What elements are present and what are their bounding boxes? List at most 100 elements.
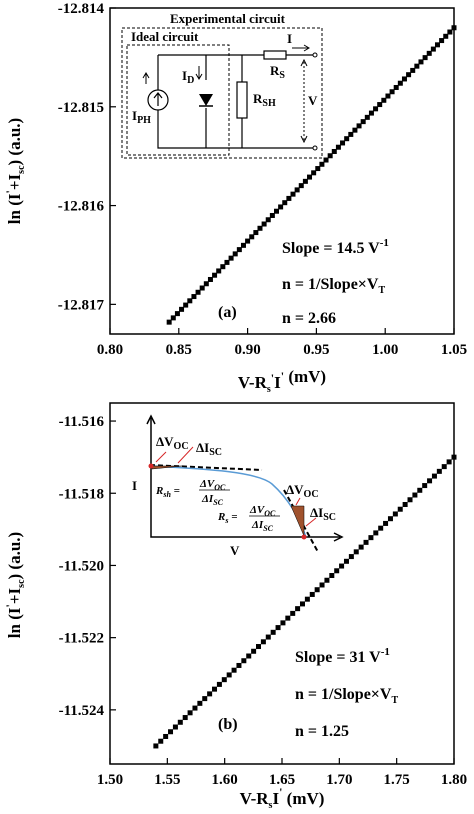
data-point [353, 549, 359, 555]
data-point [387, 516, 393, 522]
panel-a-x-ticks: 0.80 0.85 0.90 0.95 1.00 1.05 [97, 328, 467, 358]
data-point [153, 743, 159, 749]
y-tick-label: -12.814 [58, 1, 105, 17]
data-point [163, 733, 169, 739]
data-point [251, 648, 257, 654]
data-point [418, 59, 424, 65]
data-point [236, 662, 242, 668]
data-point [414, 63, 420, 69]
data-point [407, 497, 413, 503]
rs-formula: Rs = ΔVOC ΔISC [217, 504, 280, 533]
data-point [273, 208, 279, 214]
data-point [426, 50, 432, 56]
data-point [427, 478, 433, 484]
current-label: I [287, 31, 292, 46]
data-point [360, 119, 366, 125]
data-point [422, 483, 428, 489]
data-point [451, 454, 457, 460]
data-point [401, 76, 407, 82]
panel-a-slope: Slope = 14.5 V-1 [282, 237, 389, 257]
data-point [334, 568, 340, 574]
data-point [253, 230, 259, 236]
data-point [304, 596, 310, 602]
data-point [257, 225, 263, 231]
shunt-resistor-icon [236, 81, 248, 119]
data-point [327, 153, 333, 159]
data-point [451, 25, 457, 31]
data-point [270, 629, 276, 635]
data-point [212, 272, 218, 278]
data-point [410, 67, 416, 73]
data-point [260, 639, 266, 645]
data-point [226, 672, 232, 678]
data-point [166, 319, 172, 325]
ideal-circuit-title: Ideal circuit [131, 29, 199, 44]
data-point [191, 294, 197, 300]
data-point [329, 573, 335, 579]
data-point [172, 724, 178, 730]
data-point [275, 625, 281, 631]
data-point [241, 658, 247, 664]
data-point [212, 686, 218, 692]
panel-b-y-axis-title: ln (I'+Isc) (a.u.) [3, 532, 27, 638]
data-point [378, 525, 384, 531]
y-tick-label: -11.524 [59, 703, 105, 719]
data-point [397, 506, 403, 512]
experimental-circuit-title: Experimental circuit [170, 11, 286, 26]
data-point [446, 459, 452, 465]
data-point [269, 212, 275, 218]
data-point [383, 520, 389, 526]
data-point [439, 38, 445, 44]
data-point [168, 729, 174, 735]
data-point [231, 667, 237, 673]
data-point [447, 29, 453, 35]
inset-y-arrow-icon [146, 414, 156, 425]
data-point [309, 591, 315, 597]
x-tick-label: 0.80 [97, 342, 123, 358]
inset-disc-1: ΔISC [196, 440, 222, 458]
inset-dvoc-2: ΔVOC [286, 482, 319, 500]
x-tick-label: 1.80 [441, 772, 467, 788]
panel-b-x-ticks: 1.50 1.55 1.60 1.65 1.70 1.75 1.80 [97, 758, 467, 788]
data-point [199, 285, 205, 291]
panel-b-n-formula: n = 1/Slope×VT [295, 686, 398, 706]
data-point [385, 93, 391, 99]
data-point [356, 123, 362, 129]
data-point [216, 681, 222, 687]
data-point [412, 492, 418, 498]
data-point [202, 696, 208, 702]
data-point [221, 677, 227, 683]
inset-dvoc-1: ΔVOC [156, 434, 189, 452]
data-point [335, 144, 341, 150]
data-point [373, 106, 379, 112]
panel-a-circuit-inset: Experimental circuit Ideal circuit IPH I… [121, 11, 323, 159]
iv-curve [149, 465, 307, 538]
data-point [245, 238, 251, 244]
x-tick-label: 1.65 [269, 772, 295, 788]
panel-b-x-axis-title: V-RsI' (mV) [240, 785, 325, 811]
x-tick-label: 1.60 [212, 772, 238, 788]
data-point [319, 161, 325, 167]
series-resistor-icon [263, 50, 287, 60]
diode-icon [199, 94, 213, 106]
inset-axis-i: I [132, 478, 137, 493]
data-point [187, 710, 193, 716]
v-label: V [308, 93, 318, 108]
x-tick-label: 1.50 [97, 772, 123, 788]
data-point [261, 221, 267, 227]
svg-text:Rsh =: Rsh = [155, 485, 180, 499]
data-point [315, 166, 321, 172]
data-point [285, 615, 291, 621]
data-point [195, 289, 201, 295]
x-tick-label: 0.90 [234, 342, 260, 358]
data-point [307, 174, 313, 180]
data-point [417, 487, 423, 493]
data-point [170, 315, 176, 321]
data-point [348, 131, 354, 137]
svg-text:ΔISC: ΔISC [201, 493, 224, 507]
data-point [392, 511, 398, 517]
panel-b: 1.50 1.55 1.60 1.65 1.70 1.75 1.80 -11.516-11.… [3, 402, 467, 811]
data-point [344, 136, 350, 142]
data-point [265, 217, 271, 223]
x-tick-label: 1.55 [154, 772, 180, 788]
